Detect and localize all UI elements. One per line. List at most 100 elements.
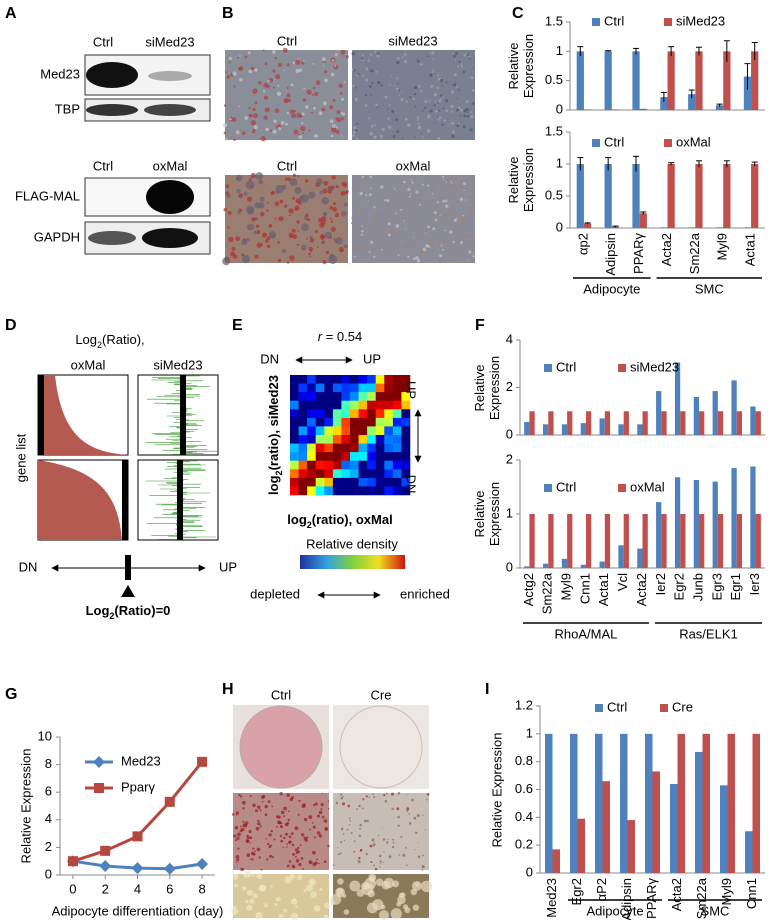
texture <box>429 73 433 78</box>
heat-cell <box>324 469 334 479</box>
texture <box>404 228 407 230</box>
texture <box>438 109 441 112</box>
texture <box>249 795 252 797</box>
colorbar-label: enriched <box>400 586 450 601</box>
legend-swatch <box>595 704 603 712</box>
texture <box>361 225 364 228</box>
y-tick-label: 4 <box>45 811 52 826</box>
texture <box>373 841 375 844</box>
texture <box>256 847 261 852</box>
texture <box>400 208 403 211</box>
texture <box>252 847 255 850</box>
texture <box>406 809 409 812</box>
error-bar <box>612 225 619 228</box>
texture <box>386 199 390 203</box>
texture <box>342 802 345 806</box>
texture <box>237 832 241 837</box>
texture <box>443 233 446 236</box>
texture <box>302 60 305 63</box>
texture <box>450 245 453 248</box>
error-bar <box>605 50 612 52</box>
texture <box>312 63 315 65</box>
texture <box>403 180 406 184</box>
bar <box>620 733 628 873</box>
heat-cell <box>392 435 402 444</box>
texture <box>319 190 324 195</box>
bar <box>736 514 743 568</box>
texture <box>359 827 362 830</box>
texture <box>286 843 289 845</box>
y-tick-label: 0.6 <box>515 781 533 796</box>
texture <box>274 217 277 220</box>
heat-cell <box>307 375 316 384</box>
texture <box>305 884 313 892</box>
texture <box>321 107 326 112</box>
bar <box>576 164 584 228</box>
texture <box>454 81 457 83</box>
texture <box>379 866 381 868</box>
bar <box>561 424 568 435</box>
texture <box>349 820 352 822</box>
texture <box>311 822 314 824</box>
texture <box>308 191 316 199</box>
heat-cell <box>358 469 368 479</box>
texture <box>286 86 289 90</box>
heat-cell <box>315 443 325 453</box>
texture <box>397 815 400 819</box>
texture <box>417 122 420 125</box>
texture <box>425 247 429 251</box>
texture <box>264 107 270 113</box>
error-bar <box>633 155 640 172</box>
texture <box>335 887 345 898</box>
texture <box>315 80 321 85</box>
texture <box>420 132 422 134</box>
texture <box>235 813 238 816</box>
texture <box>281 810 285 815</box>
texture <box>361 57 364 60</box>
texture <box>347 804 351 808</box>
texture <box>329 119 334 123</box>
texture <box>392 842 395 844</box>
texture <box>417 116 420 119</box>
texture <box>311 93 314 96</box>
heat-cell <box>290 460 299 470</box>
texture <box>354 129 358 132</box>
heat-cell <box>341 409 351 419</box>
error-bar <box>577 46 584 57</box>
texture <box>416 259 421 263</box>
texture <box>418 856 421 859</box>
texture <box>463 217 467 221</box>
texture <box>291 898 298 905</box>
texture <box>404 60 408 64</box>
texture <box>295 198 301 204</box>
texture <box>408 813 410 815</box>
texture <box>325 250 330 255</box>
texture <box>314 802 318 806</box>
bar <box>623 514 629 568</box>
heat-cell <box>375 400 385 410</box>
texture <box>222 257 231 266</box>
texture <box>459 217 464 221</box>
texture <box>266 201 269 204</box>
bar <box>743 76 752 110</box>
legend-swatch <box>660 704 668 712</box>
heat-cell <box>392 400 402 410</box>
texture <box>255 172 264 180</box>
texture <box>321 57 327 62</box>
texture <box>282 47 288 53</box>
texture <box>246 889 253 896</box>
texture <box>329 206 334 210</box>
heat-cell <box>375 392 385 401</box>
heat-cell <box>341 417 351 427</box>
heat-cell <box>332 409 342 419</box>
x-tick-label: Adipsin <box>603 233 618 276</box>
bar <box>720 785 728 873</box>
bar <box>604 411 611 435</box>
heat-cell <box>384 375 394 384</box>
heat-cell <box>341 400 351 410</box>
bar <box>695 751 703 873</box>
texture <box>454 186 459 191</box>
texture <box>330 134 334 138</box>
texture <box>455 256 458 259</box>
heat-cell <box>315 417 325 427</box>
